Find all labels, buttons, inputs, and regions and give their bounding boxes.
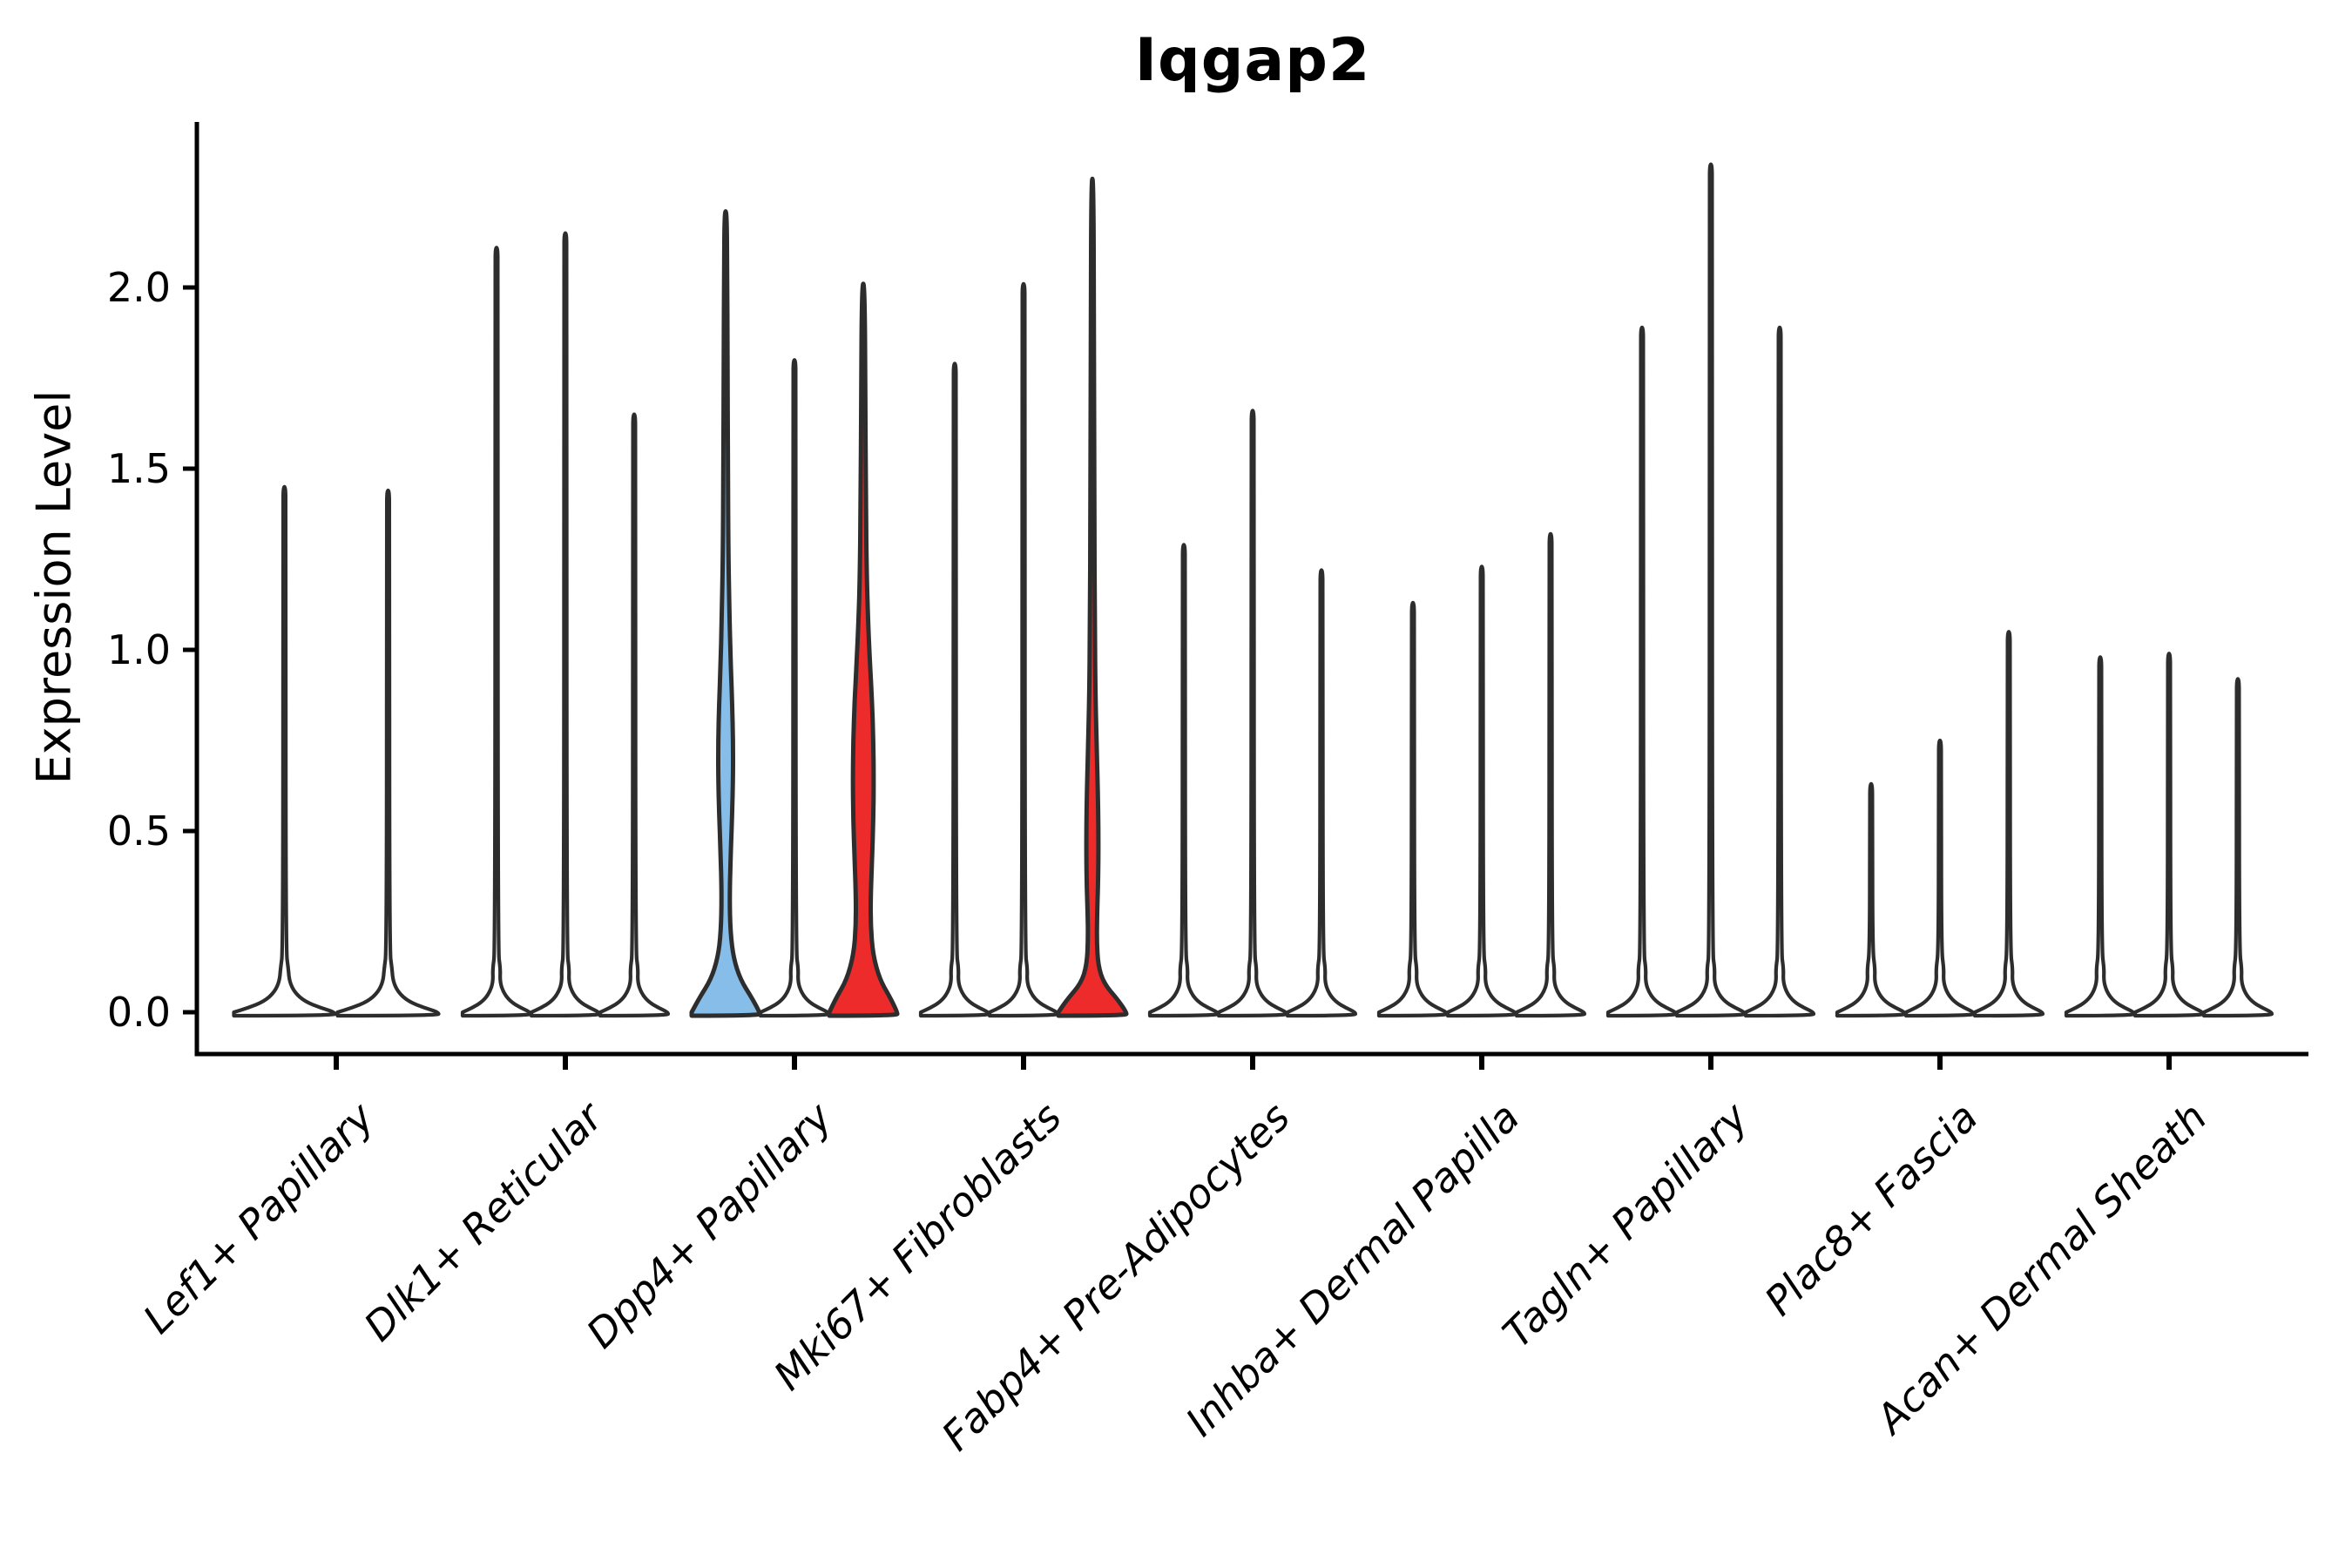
violin-mki67-fibroblasts-3 xyxy=(1056,176,1129,1018)
chart-title: Iqgap2 xyxy=(1134,26,1371,95)
violin-inhba-dermal-papilla-3 xyxy=(1514,531,1587,1018)
violin-inhba-dermal-papilla-1 xyxy=(1376,600,1450,1018)
violin-mki67-fibroblasts-2 xyxy=(987,281,1060,1018)
violin-inhba-dermal-papilla-2 xyxy=(1445,564,1518,1018)
violin-dlk1-reticular-1 xyxy=(460,246,533,1018)
violin-dpp4-papillary-1 xyxy=(689,209,762,1018)
violin-plac8-fascia-2 xyxy=(1903,738,1977,1018)
violin-dpp4-papillary-2 xyxy=(758,358,831,1018)
violin-tagln-papillary-1 xyxy=(1605,325,1679,1018)
violin-acan-dermal-sheath-1 xyxy=(2064,655,2137,1018)
violin-dlk1-reticular-3 xyxy=(598,412,671,1018)
violin-acan-dermal-sheath-3 xyxy=(2201,677,2274,1018)
violin-lef1-papillary-1 xyxy=(232,484,337,1018)
violin-lef1-papillary-2 xyxy=(335,488,441,1018)
violin-mki67-fibroblasts-1 xyxy=(918,362,991,1018)
y-tick-label-1.5: 1.5 xyxy=(106,445,171,492)
y-tick-label-0.0: 0.0 xyxy=(106,989,171,1036)
y-tick-label-2.0: 2.0 xyxy=(106,264,171,311)
y-tick-label-1.0: 1.0 xyxy=(106,626,171,673)
violin-fabp4-pre-adipocytes-2 xyxy=(1216,409,1289,1018)
violin-plac8-fascia-1 xyxy=(1835,781,1908,1018)
violin-tagln-papillary-3 xyxy=(1743,325,1816,1018)
violin-dpp4-papillary-3 xyxy=(827,281,900,1018)
violin-tagln-papillary-2 xyxy=(1674,162,1747,1018)
y-tick-label-0.5: 0.5 xyxy=(106,808,171,855)
violin-acan-dermal-sheath-2 xyxy=(2132,652,2206,1018)
violin-fabp4-pre-adipocytes-3 xyxy=(1285,568,1358,1018)
violin-plac8-fascia-3 xyxy=(1972,630,2045,1018)
violin-dlk1-reticular-2 xyxy=(529,231,602,1018)
violin-fabp4-pre-adipocytes-1 xyxy=(1147,543,1220,1018)
